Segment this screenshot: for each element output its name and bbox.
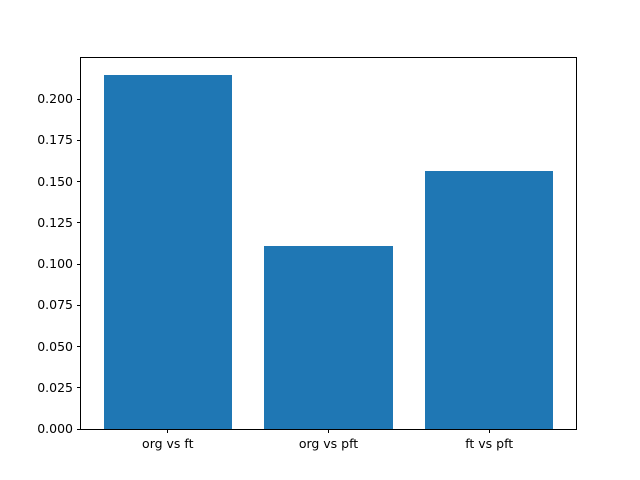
y-axis-tick [77,98,81,100]
y-axis-tick-label: 0.175 [37,132,73,148]
y-axis-tick-label: 0.075 [37,297,73,313]
x-axis-tick-label: org vs ft [142,436,194,451]
y-axis-tick [77,304,81,306]
x-axis-tick [328,429,329,433]
x-axis-tick-label: org vs pft [298,436,359,451]
y-axis-tick [77,181,81,183]
y-axis-tick [77,428,81,430]
y-axis-tick-label: 0.000 [37,421,73,436]
bar [264,246,393,429]
axes-plot-area: 0.000 0.025 0.050 0.075 0.100 0.125 0.150 0.175… [37,57,577,451]
y-axis-tick [77,387,81,389]
y-axis-tick-label: 0.025 [37,379,73,395]
y-axis-tick-label: 0.100 [37,256,73,272]
bar [103,74,233,429]
x-axis-tick-label: ft vs pft [465,436,514,451]
y-axis-tick-label: 0.200 [37,91,73,107]
y-axis-tick [77,263,81,265]
y-axis-tick [77,346,81,348]
y-axis-tick [77,139,81,141]
y-axis-tick-label: 0.150 [37,173,73,189]
x-axis-tick [167,429,169,433]
y-axis-tick-label: 0.050 [37,338,73,354]
bar [424,170,554,429]
y-axis-tick-label: 0.125 [37,214,73,230]
x-axis-tick [488,429,490,433]
y-axis-tick [77,222,81,224]
